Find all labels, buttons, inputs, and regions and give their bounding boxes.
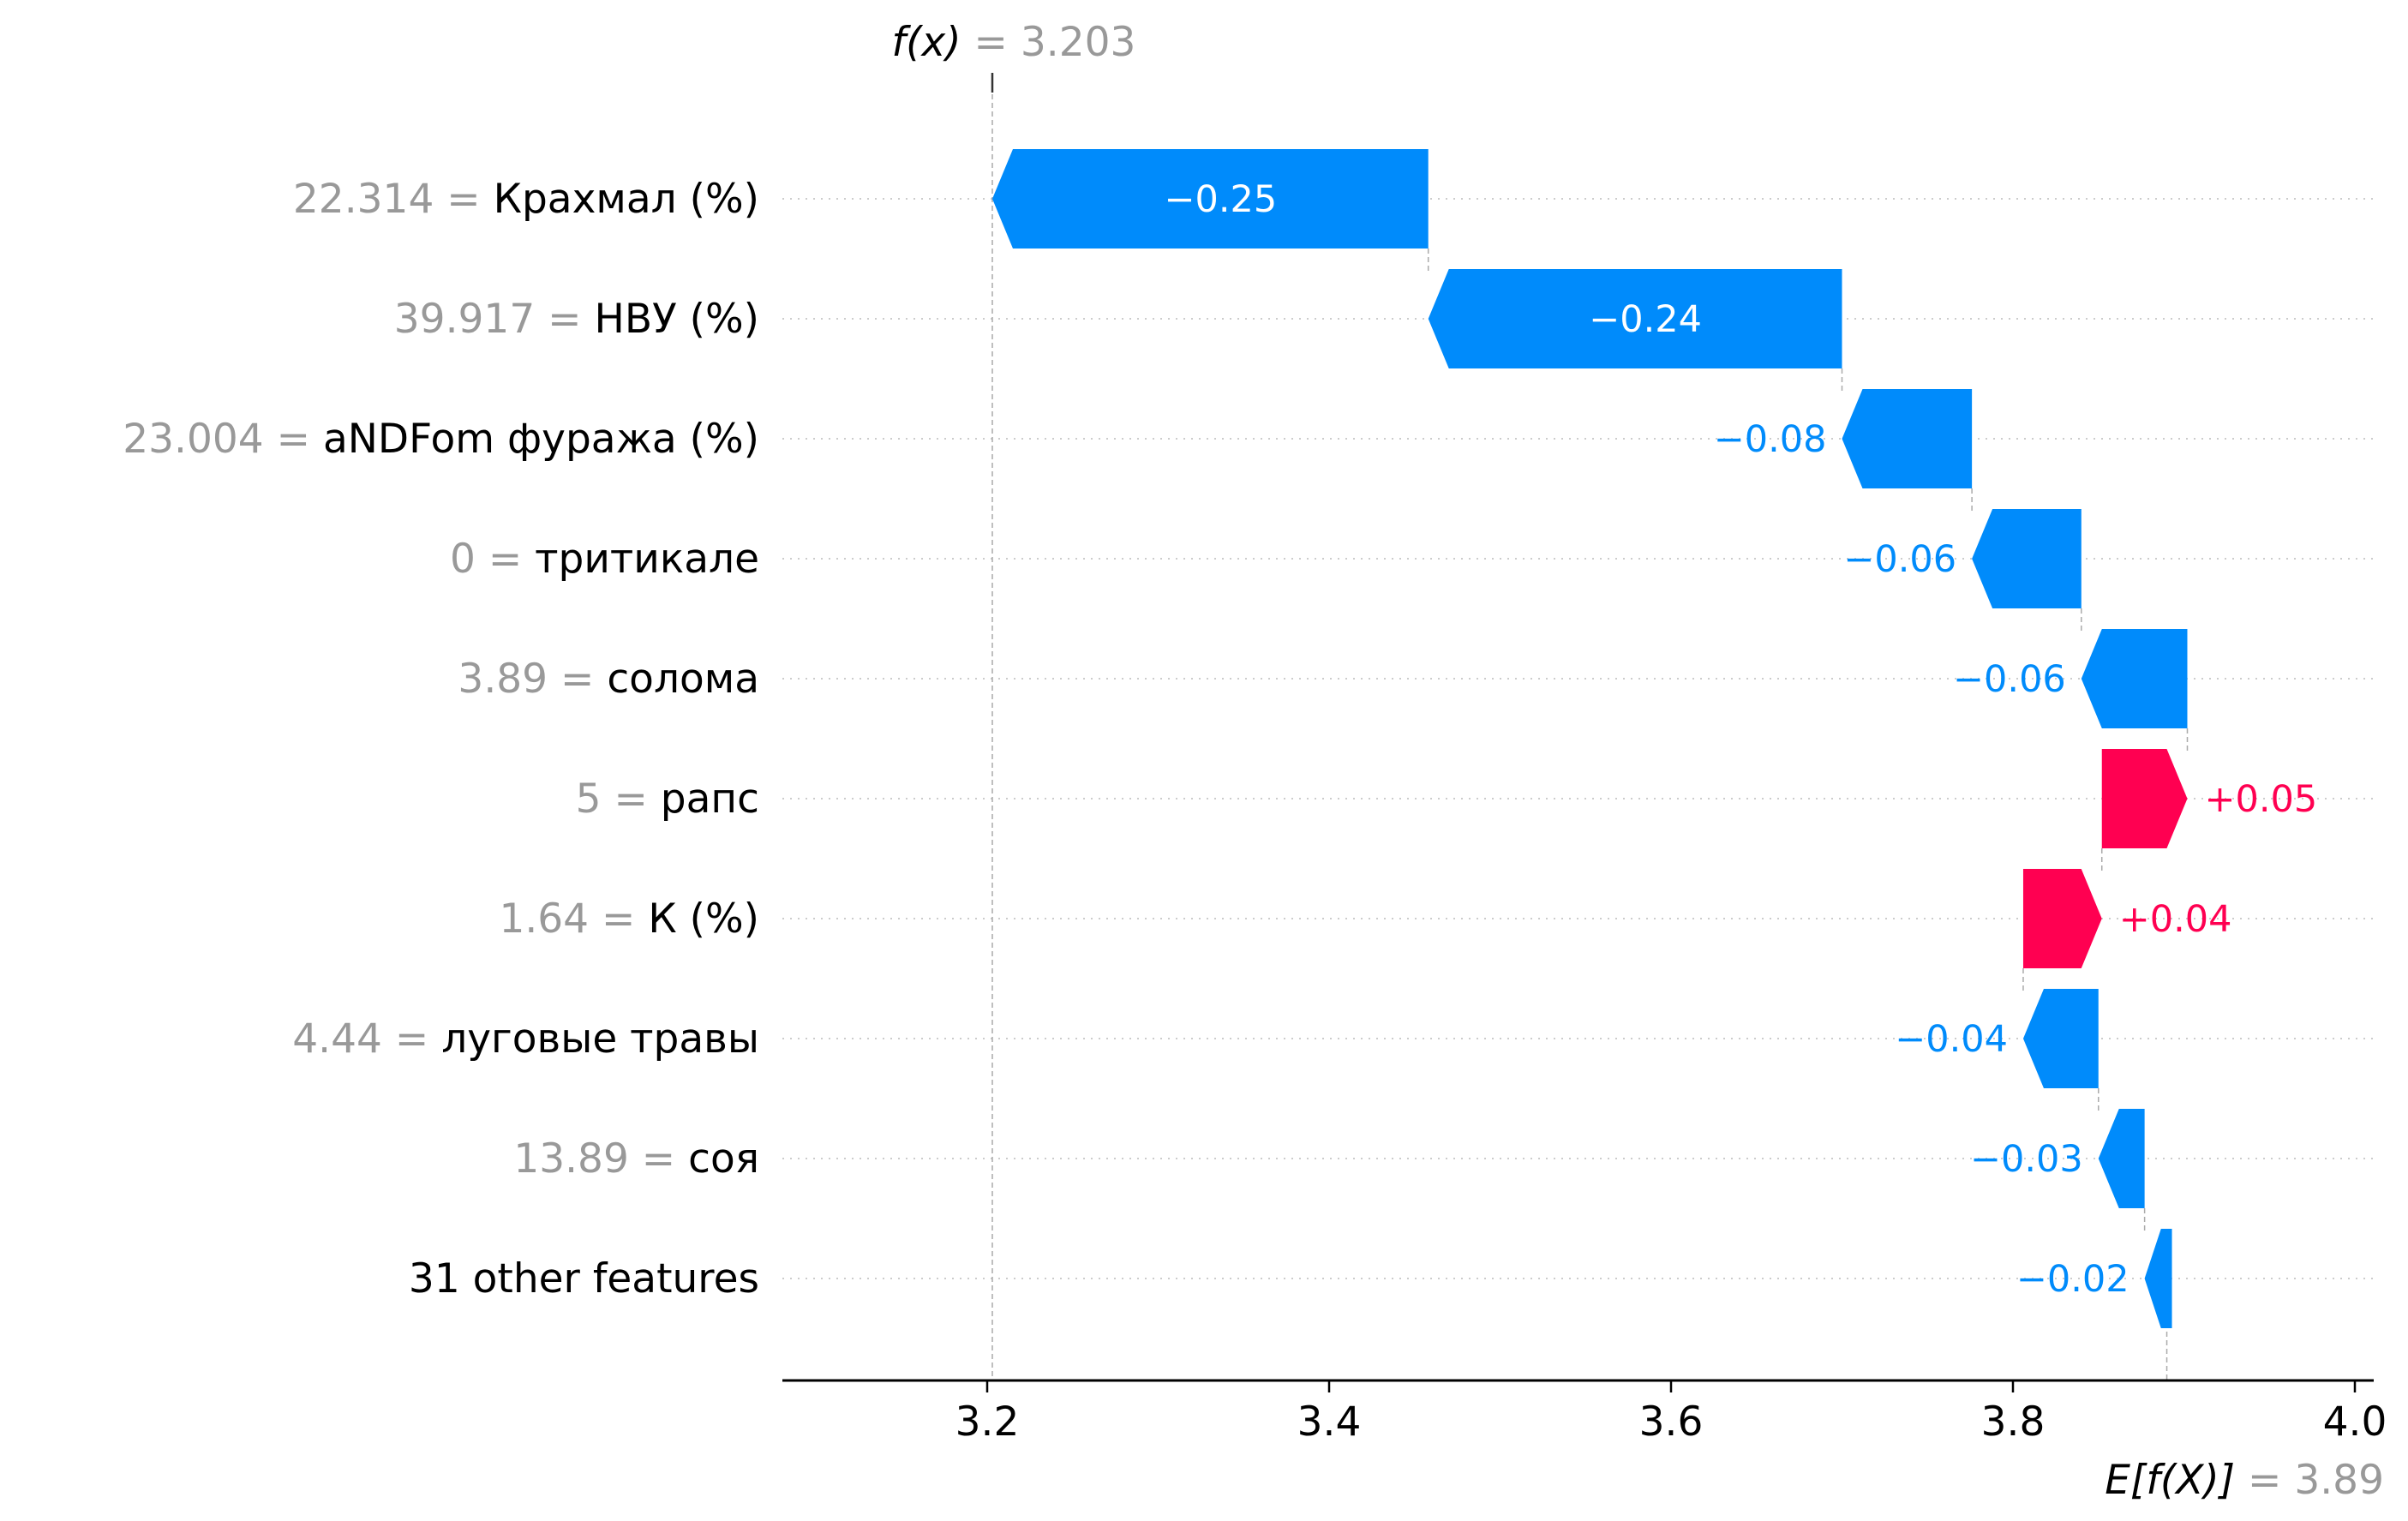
bar-value-label: +0.05 (2204, 778, 2317, 821)
bar-value-label: −0.08 (1714, 418, 1827, 461)
feature-label: 1.64 = К (%) (499, 895, 759, 943)
feature-label: 23.004 = aNDFom фуража (%) (123, 416, 759, 463)
feature-labels: 22.314 = Крахмал (%) 39.917 = НВУ (%) 23.0… (123, 176, 759, 1302)
bar-value-label: −0.04 (1895, 1018, 2008, 1061)
feature-name: К (%) (648, 895, 759, 943)
fx-value: = 3.203 (961, 19, 1136, 66)
positive-bar (2022, 869, 2102, 968)
feature-value: 5 = (576, 775, 661, 823)
efx-annotation: E[f(X)] = 3.89 (2105, 1457, 2384, 1504)
bar-value-label: −0.02 (2016, 1258, 2129, 1301)
connector-lines (991, 73, 2189, 1380)
feature-value: 13.89 = (513, 1135, 688, 1183)
positive-bar (2101, 749, 2188, 848)
bars (991, 149, 2188, 1328)
feature-value: 1.64 = (499, 895, 648, 943)
bar-value-label: +0.04 (2119, 898, 2232, 941)
feature-label: 22.314 = Крахмал (%) (293, 176, 759, 223)
fx-label: f(x) (892, 19, 961, 66)
negative-bar (2022, 989, 2099, 1088)
feature-name: солома (607, 656, 759, 703)
bar-value-label: −0.24 (1589, 298, 1702, 341)
feature-name: Крахмал (%) (494, 176, 759, 223)
x-tick-label: 4.0 (2323, 1398, 2387, 1446)
negative-bar (2098, 1109, 2145, 1208)
negative-bar (991, 149, 1429, 249)
negative-bar (1842, 389, 1973, 488)
x-tick-label: 3.4 (1297, 1398, 1362, 1446)
feature-label: 39.917 = НВУ (%) (394, 296, 759, 343)
bar-value-label: −0.03 (1970, 1138, 2083, 1181)
feature-name: соя (688, 1135, 759, 1183)
feature-value: 0 = (450, 536, 535, 583)
feature-value: 23.004 = (123, 416, 323, 463)
bar-value-label: −0.06 (1843, 538, 1956, 581)
feature-value: 39.917 = (394, 296, 595, 343)
feature-value: 3.89 = (458, 656, 607, 703)
efx-value: = 3.89 (2235, 1457, 2384, 1504)
feature-name: рапс (661, 775, 759, 823)
feature-value: 4.44 = (292, 1015, 441, 1063)
x-tick-label: 3.8 (1981, 1398, 2046, 1446)
feature-name: тритикале (535, 536, 759, 583)
bar-value-label: −0.06 (1953, 658, 2066, 701)
efx-label: E[f(X)] (2105, 1457, 2235, 1504)
fx-annotation: f(x) = 3.203 (892, 19, 1136, 66)
annotations: f(x) = 3.203 E[f(X)] = 3.89 (892, 19, 2384, 1504)
bar-value-label: −0.25 (1164, 178, 1277, 221)
negative-bar (2144, 1229, 2172, 1328)
negative-bar (2081, 629, 2188, 728)
feature-value: 22.314 = (293, 176, 494, 223)
feature-name: aNDFom фуража (%) (323, 416, 759, 463)
feature-label: 0 = тритикале (450, 536, 759, 583)
feature-name: луговые травы (441, 1015, 759, 1063)
feature-label: 4.44 = луговые травы (292, 1015, 759, 1063)
feature-name: 31 other features (409, 1255, 759, 1302)
feature-label: 5 = рапс (576, 775, 759, 823)
feature-label: 3.89 = солома (458, 656, 759, 703)
feature-name: НВУ (%) (595, 296, 760, 343)
x-tick-label: 3.6 (1639, 1398, 1704, 1446)
feature-label: 31 other features (409, 1255, 759, 1302)
bar-labels: −0.25 −0.24 −0.08 −0.06 −0.06 +0.05 +0.04 −0.04… (1164, 178, 2317, 1301)
feature-label: 13.89 = соя (513, 1135, 759, 1183)
x-axis: 3.2 3.4 3.6 3.8 4.0 (782, 1379, 2387, 1446)
negative-bar (1428, 269, 1842, 368)
x-tick-label: 3.2 (955, 1398, 1020, 1446)
negative-bar (1972, 509, 2082, 608)
